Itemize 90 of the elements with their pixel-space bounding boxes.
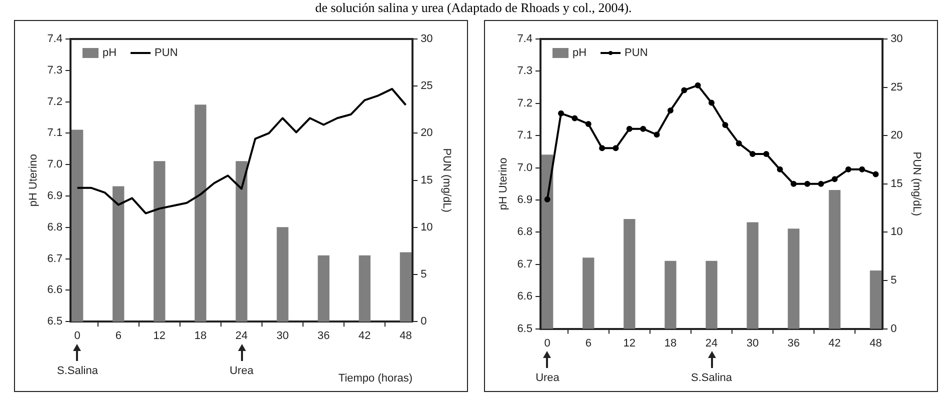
x-tick-label: 42 <box>358 330 371 342</box>
point <box>599 145 606 152</box>
x-tick-label: 0 <box>74 330 80 342</box>
y2-tick-label: 20 <box>890 130 903 142</box>
text: S.Salina <box>691 372 732 385</box>
text: Urea <box>230 364 254 378</box>
point <box>872 171 879 178</box>
y-tick-label: 7.1 <box>47 127 62 140</box>
y2-tick-label: 30 <box>420 33 433 46</box>
y2-tick-label: 25 <box>420 80 433 92</box>
point <box>558 110 564 116</box>
legend-label: PUN <box>624 47 648 60</box>
y2-tick-label: 5 <box>420 268 427 281</box>
y-tick-label: 7.4 <box>517 33 532 46</box>
x-tick-label: 6 <box>585 337 592 350</box>
point <box>763 150 770 157</box>
y-tick-label: 7.4 <box>47 33 62 46</box>
point <box>612 145 619 152</box>
y-tick-label: 6.8 <box>517 226 532 238</box>
x-tick-label: 12 <box>623 337 636 350</box>
y2-axis-title: PUN (mg/dL) <box>910 152 922 216</box>
x-tick-label: 30 <box>276 330 289 342</box>
y2-tick-label: 10 <box>890 226 903 238</box>
point <box>654 132 660 138</box>
x-tick-label: 48 <box>400 330 412 342</box>
x-tick-label: 18 <box>664 337 677 350</box>
y-tick-label: 7.2 <box>517 97 532 110</box>
y2-tick-label: 25 <box>890 81 903 94</box>
point <box>790 180 797 187</box>
y-axis-title: pH Uterino <box>498 158 510 210</box>
y-axis-title: pH Uterino <box>28 154 40 207</box>
y-tick-label: 6.7 <box>47 252 62 265</box>
x-tick-label: 36 <box>788 337 800 350</box>
x-tick-label: 6 <box>115 330 122 342</box>
point <box>681 87 688 94</box>
x-tick-label: 36 <box>318 330 330 342</box>
y2-tick-label: 15 <box>420 174 433 186</box>
x-tick-label: 24 <box>705 337 718 350</box>
text: Urea <box>536 372 560 385</box>
x-tick-label: 24 <box>235 330 248 342</box>
x-tick-label: 48 <box>870 337 882 350</box>
x-tick-label: 0 <box>544 337 550 350</box>
point <box>585 121 592 128</box>
y-tick-label: 6.5 <box>47 316 62 328</box>
legend-label: pH <box>572 47 587 60</box>
y-tick-label: 7.0 <box>47 158 62 171</box>
y-tick-label: 6.6 <box>47 284 62 296</box>
y-tick-label: 6.9 <box>517 194 532 206</box>
x-tick-label: 42 <box>828 337 841 350</box>
point <box>667 107 674 114</box>
y2-axis-title: PUN (mg/dL) <box>440 148 452 212</box>
point <box>626 126 632 132</box>
point <box>708 100 715 106</box>
y-tick-label: 6.5 <box>517 322 532 335</box>
point <box>804 180 810 187</box>
y2-tick-label: 5 <box>890 274 897 287</box>
y-tick-label: 6.6 <box>517 290 532 303</box>
y2-tick-label: 10 <box>420 221 433 234</box>
point <box>832 176 838 182</box>
text: de solución salina y urea (Adaptado de Rhoads y col., 2004). <box>314 0 633 16</box>
y-tick-label: 7.1 <box>517 130 532 142</box>
y2-tick-label: 20 <box>420 127 433 140</box>
point <box>859 166 866 172</box>
y-tick-label: 7.2 <box>47 96 62 108</box>
y-tick-label: 7.0 <box>517 162 532 174</box>
x-tick-label: 12 <box>153 330 166 342</box>
point <box>845 166 852 172</box>
y-tick-label: 7.3 <box>47 64 62 76</box>
legend-label: PUN <box>154 47 178 60</box>
point <box>640 126 646 132</box>
point <box>736 140 742 146</box>
point <box>694 82 701 88</box>
point <box>722 122 728 128</box>
legend-label: pH <box>102 47 117 60</box>
y-tick-label: 6.9 <box>47 190 62 202</box>
point <box>750 150 756 157</box>
y2-tick-label: 30 <box>890 33 903 46</box>
point <box>572 115 578 122</box>
point <box>544 196 550 202</box>
point <box>776 166 783 172</box>
y-tick-label: 7.3 <box>517 65 532 78</box>
x-tick-label: 30 <box>746 337 759 350</box>
x-tick-label: 18 <box>194 330 207 342</box>
point <box>818 180 824 187</box>
x-axis-title: Tiempo (horas) <box>338 372 413 384</box>
text: S.Salina <box>56 364 98 378</box>
y2-tick-label: 0 <box>420 316 427 328</box>
y-tick-label: 6.7 <box>517 258 532 270</box>
y-tick-label: 6.8 <box>47 221 62 234</box>
y2-tick-label: 15 <box>890 178 903 190</box>
